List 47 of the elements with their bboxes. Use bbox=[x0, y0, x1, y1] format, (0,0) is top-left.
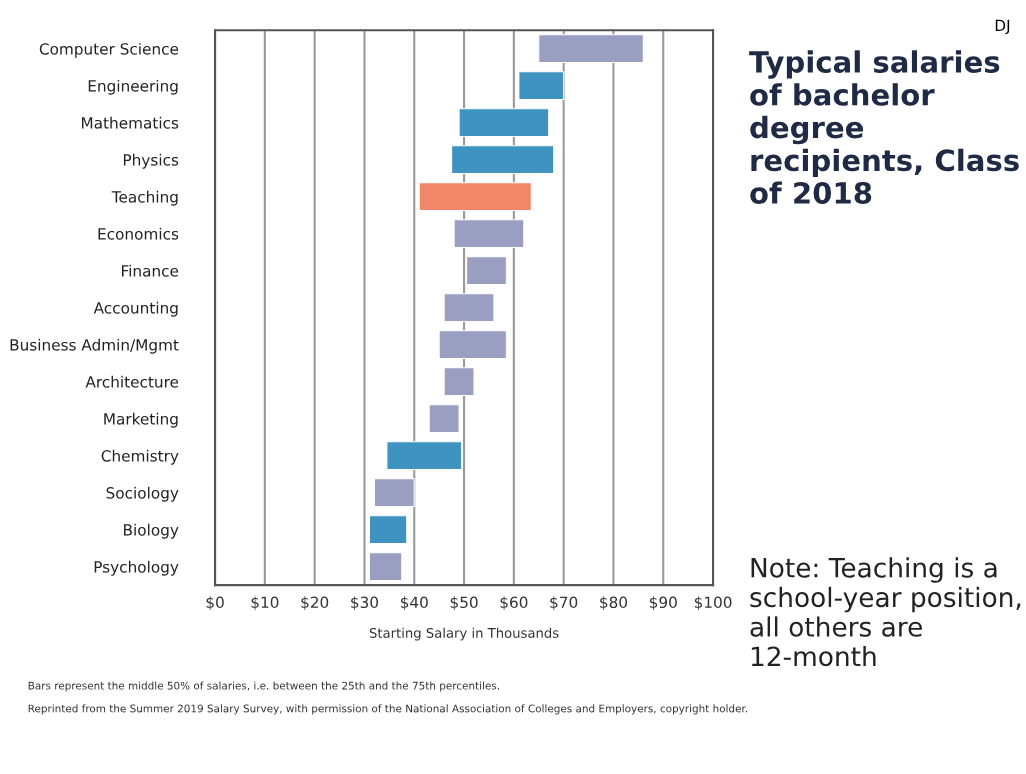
bar bbox=[438, 330, 507, 360]
x-axis-title: Starting Salary in Thousands bbox=[369, 627, 559, 641]
bar bbox=[465, 256, 507, 286]
y-tick-label: Mathematics bbox=[81, 116, 179, 129]
x-tick-label: $20 bbox=[301, 596, 329, 611]
y-tick-label: Finance bbox=[121, 264, 179, 277]
y-tick-label: Sociology bbox=[106, 486, 179, 502]
bar bbox=[458, 108, 550, 138]
x-tick-label: $90 bbox=[649, 596, 677, 611]
y-tick-label: Business Admin/Mgmt bbox=[10, 338, 179, 354]
x-tick-label: $60 bbox=[500, 596, 528, 611]
bar bbox=[428, 404, 460, 434]
bar bbox=[368, 552, 403, 582]
text: Bars represent the middle 50% of salaries, i.e. between the 25th and the 75th percentiles. bbox=[28, 681, 499, 692]
y-tick-label: Engineering bbox=[88, 79, 178, 95]
bar bbox=[443, 367, 475, 397]
bar bbox=[373, 478, 415, 508]
bar bbox=[451, 145, 555, 175]
text: DJ bbox=[995, 19, 1010, 35]
y-tick-label: Psychology bbox=[94, 560, 179, 576]
y-tick-label: Economics bbox=[98, 227, 179, 240]
x-tick-label: $40 bbox=[400, 596, 428, 611]
text: Note: Teaching is a school-year position, all others are 12-month bbox=[750, 557, 1021, 667]
y-tick-label: Biology bbox=[124, 523, 179, 539]
x-tick-label: $50 bbox=[450, 596, 478, 611]
text: Typical salaries of bachelor degree recipients, Class of 2018 bbox=[749, 50, 1019, 204]
y-tick-label: Chemistry bbox=[101, 449, 179, 465]
x-tick-label: $70 bbox=[550, 596, 578, 611]
y-tick-label: Accounting bbox=[93, 301, 178, 317]
y-tick-label: Architecture bbox=[85, 375, 179, 388]
y-tick-label: Marketing bbox=[104, 412, 178, 428]
x-tick-label: $80 bbox=[600, 596, 628, 611]
x-tick-label: $100 bbox=[694, 596, 732, 611]
y-tick-label: Teaching bbox=[111, 190, 178, 206]
bar bbox=[368, 515, 408, 545]
bar bbox=[453, 219, 525, 249]
x-tick-label: $0 bbox=[206, 596, 224, 611]
bar bbox=[443, 293, 495, 323]
x-tick-label: $10 bbox=[251, 596, 279, 611]
bar bbox=[386, 441, 463, 471]
text: Reprinted from the Summer 2019 Salary Survey, with permission of the National Association of Colleges and Employers, copyright holder. bbox=[28, 704, 748, 715]
bar bbox=[418, 182, 532, 212]
bar bbox=[518, 71, 565, 101]
x-tick-label: $30 bbox=[351, 596, 379, 611]
y-tick-label: Physics bbox=[123, 153, 179, 169]
bar bbox=[538, 34, 644, 64]
y-tick-label: Computer Science bbox=[39, 42, 179, 58]
